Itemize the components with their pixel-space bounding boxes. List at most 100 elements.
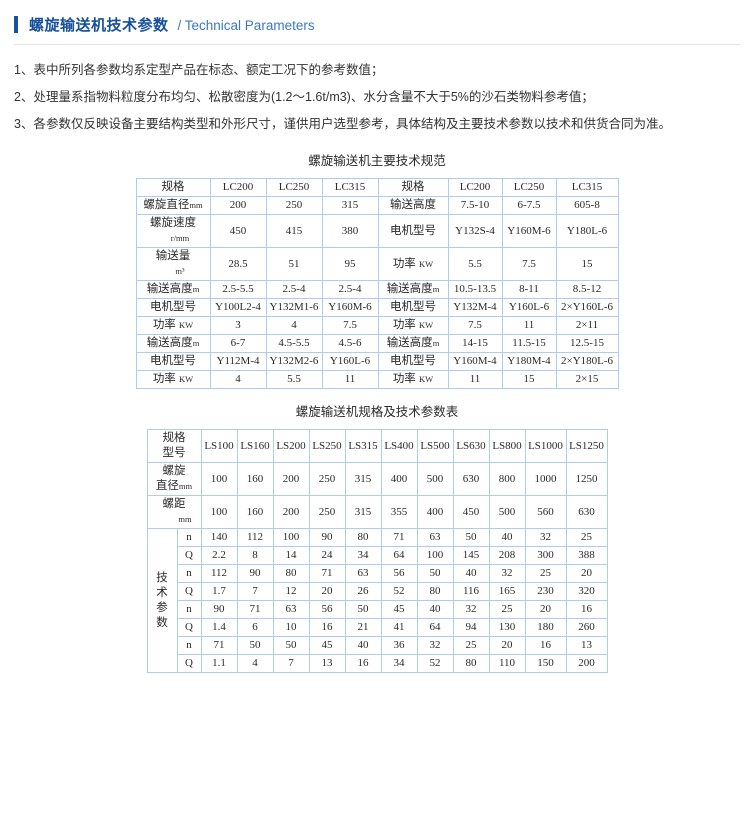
cell-value: 40 (488, 528, 526, 547)
cell-value: 1250 (565, 462, 608, 496)
cell-value: 200 (209, 196, 267, 215)
cell-value: 56 (380, 564, 418, 583)
row-label-unit: m (432, 338, 440, 348)
cell-value: 2×11 (555, 316, 619, 335)
cell-value: 180 (524, 618, 567, 637)
row-symbol: Q (176, 618, 202, 637)
col-header-model: LS200 (272, 429, 310, 463)
cell-value: 63 (344, 564, 382, 583)
cell-value: 7 (272, 654, 310, 673)
table-row: 功率 KW 3 4 7.5 功率 KW 7.5 11 2×11 (135, 316, 619, 335)
cell-value: 605-8 (555, 196, 619, 215)
cell-value: 40 (452, 564, 490, 583)
cell-value: 200 (272, 495, 310, 529)
row-label-text: 输送高度 (390, 199, 436, 211)
cell-value: 4 (209, 370, 267, 389)
table-row: 输送高度m 6-7 4.5-5.5 4.5-6 输送高度m 14-15 11.5… (135, 334, 619, 353)
row-label-text: 螺旋速度 (150, 217, 196, 229)
row-label-unit: r/mm (170, 233, 190, 243)
vert-char: 数 (156, 616, 168, 629)
cell-value: 20 (524, 600, 567, 619)
row-label-unit: KW (179, 320, 194, 330)
cell-value-text: 7.5-10 (460, 199, 490, 211)
cell-value: 200 (565, 654, 608, 673)
row-label-unit: mm (178, 514, 192, 524)
notes-list: 1、表中所列各参数均系定型产品在标态、额定工况下的参考数值； 2、处理量系指物料… (14, 45, 740, 138)
cell-value: Y160M-6 (321, 298, 379, 317)
corner-label-line1: 规格 (162, 432, 186, 444)
row-label-power: 功率 KW (377, 247, 449, 281)
row-symbol: Q (176, 546, 202, 565)
cell-value: 4.5-6 (321, 334, 379, 353)
cell-value: Y132M1-6 (265, 298, 323, 317)
row-label-unit: KW (419, 320, 434, 330)
main-spec-table: 规格 LC200 LC250 LC315 规格 LC200 LC250 LC31… (135, 178, 619, 389)
cell-value: 50 (344, 600, 382, 619)
cell-value: 26 (344, 582, 382, 601)
cell-value: 250 (265, 196, 323, 215)
cell-value: 32 (452, 600, 490, 619)
vert-char: 术 (156, 586, 168, 599)
cell-value: 2.2 (200, 546, 238, 565)
table-row: Q 1.4 6 10 16 21 41 64 94 130 180 260 (147, 618, 608, 637)
row-label-text: 输送量 (155, 250, 191, 262)
cell-value: 630 (452, 462, 490, 496)
cell-value: 80 (272, 564, 310, 583)
cell-value: 208 (488, 546, 526, 565)
cell-value: 230 (524, 582, 567, 601)
cell-value: 50 (416, 564, 454, 583)
col-header-model: LS1000 (524, 429, 567, 463)
row-symbol: n (176, 600, 202, 619)
cell-value: 560 (524, 495, 567, 529)
col-header-model: LC250 (265, 178, 323, 197)
row-label-unit: KW (419, 374, 434, 384)
cell-value: 80 (452, 654, 490, 673)
cell-value: 80 (344, 528, 382, 547)
cell-value: 400 (416, 495, 454, 529)
cell-value: Y180L-6 (555, 214, 619, 248)
row-label-technical-params: 技 术 参 数 (146, 528, 178, 673)
page-title: 螺旋输送机技术参数 (29, 17, 169, 34)
cell-value: Y160L-6 (321, 352, 379, 371)
cell-value: 13 (308, 654, 346, 673)
row-label-unit: m³ (175, 266, 185, 276)
cell-value: 94 (452, 618, 490, 637)
cell-value: 8 (236, 546, 274, 565)
model-params-table-block: 螺旋输送机规格及技术参数表 规格 型号 LS100 LS160 LS200 LS… (0, 389, 754, 673)
row-label-text: 输送高度 (386, 337, 433, 349)
table-row: 输送高度m 2.5-5.5 2.5-4 2.5-4 输送高度m 10.5-13.… (135, 280, 619, 299)
cell-value: 52 (380, 582, 418, 601)
row-label-conveying-height: 输送高度m (377, 280, 449, 299)
row-label-power: 功率 KW (135, 370, 211, 389)
col-header-model: LC200 (447, 178, 503, 197)
cell-value: 1.1 (200, 654, 238, 673)
model-params-table: 规格 型号 LS100 LS160 LS200 LS250 LS315 LS40… (146, 429, 608, 673)
cell-value: 140 (200, 528, 238, 547)
cell-value: 200 (272, 462, 310, 496)
col-header-model: LS250 (308, 429, 346, 463)
cell-value: 160 (236, 495, 274, 529)
cell-value: 355 (380, 495, 418, 529)
row-label-text: 输送高度 (386, 283, 433, 295)
cell-value: 34 (380, 654, 418, 673)
cell-value: 100 (200, 462, 238, 496)
cell-value: 90 (200, 600, 238, 619)
table-row: Q 2.2 8 14 24 34 64 100 145 208 300 388 (147, 546, 608, 565)
vert-char: 技 (156, 571, 168, 584)
cell-value: 80 (416, 582, 454, 601)
cell-value: 52 (416, 654, 454, 673)
col-header-model: LC315 (321, 178, 379, 197)
cell-value: Y160L-6 (501, 298, 557, 317)
row-label-unit: m (192, 338, 200, 348)
cell-value: 110 (488, 654, 526, 673)
cell-value: 2.5-4 (265, 280, 323, 299)
col-header-model: LC200 (209, 178, 267, 197)
cell-value: 315 (344, 495, 382, 529)
cell-value: 15 (501, 370, 557, 389)
cell-value: 112 (236, 528, 274, 547)
cell-value-text: 605-8 (574, 199, 600, 211)
table-row: 规格 型号 LS100 LS160 LS200 LS250 LS315 LS40… (146, 429, 608, 463)
cell-value: 40 (344, 636, 382, 655)
row-label-motor-model: 电机型号 (135, 352, 211, 371)
cell-value: Y132M2-6 (265, 352, 323, 371)
